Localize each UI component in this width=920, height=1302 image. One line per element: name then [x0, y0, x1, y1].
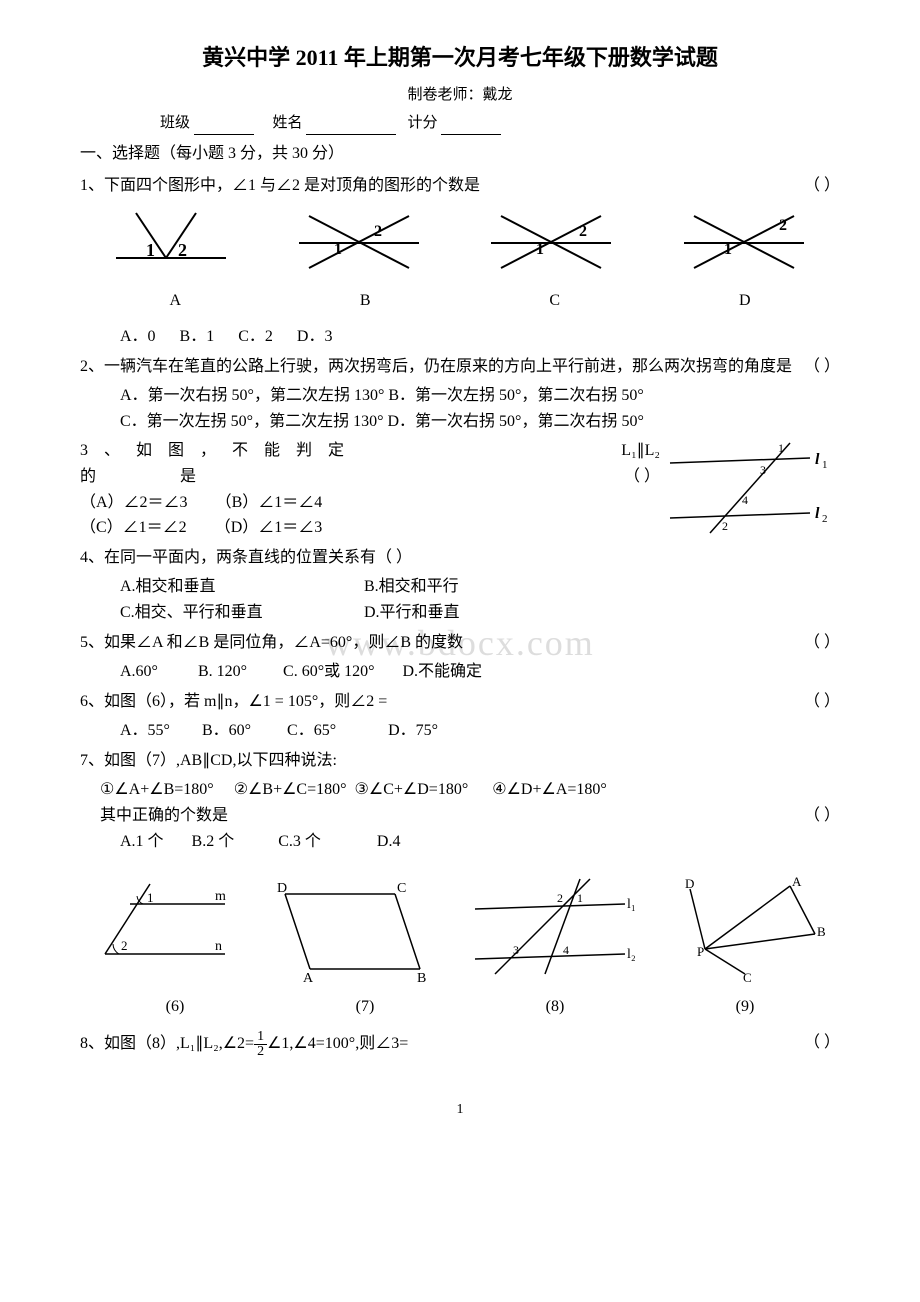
question-2: 2、一辆汽车在笔直的公路上行驶，两次拐弯后，仍在原来的方向上平行前进，那么两次拐… — [80, 354, 840, 380]
q6-paren: （ ） — [804, 689, 840, 715]
question-4: 4、在同一平面内，两条直线的位置关系有（ ） — [80, 545, 840, 571]
q7-line3: 其中正确的个数是 （ ） — [80, 803, 840, 829]
name-label: 姓名 — [273, 115, 303, 131]
svg-text:A: A — [303, 971, 314, 984]
svg-text:1: 1 — [778, 441, 784, 455]
question-8: 8、如图（8）,L₁∥L₂,∠2=12∠1,∠4=100°,则∠3= （ ） — [80, 1030, 840, 1059]
q2-text: 2、一辆汽车在笔直的公路上行驶，两次拐弯后，仍在原来的方向上平行前进，那么两次拐… — [80, 358, 792, 375]
fig-8: 2 1 3 4 l₁ l₂ — [465, 874, 645, 984]
svg-text:A: A — [792, 874, 802, 889]
svg-text:1: 1 — [577, 891, 583, 905]
svg-text:2: 2 — [374, 223, 382, 240]
score-label: 计分 — [408, 115, 438, 131]
question-6: 6、如图（6），若 m∥n，∠1 = 105°，则∠2 = （ ） — [80, 689, 840, 715]
svg-text:2: 2 — [121, 938, 128, 953]
q1-fig-b: 1 2 — [289, 208, 429, 278]
svg-text:B: B — [817, 924, 825, 939]
question-3: 3 、 如 图 ， 不 能 判 定 L₁∥L₂ 的 是 （ ） （A）∠2＝∠3… — [80, 438, 840, 540]
q5-text: 5、如果∠A 和∠B 是同位角，∠A=60°，则∠B 的度数 — [80, 634, 463, 651]
q1-options: A．0 B．1 C．2 D．3 — [80, 324, 840, 350]
q5-paren: （ ） — [804, 630, 840, 656]
svg-text:n: n — [215, 939, 222, 954]
svg-text:m: m — [215, 889, 226, 904]
q3-paren: （ ） — [624, 464, 660, 490]
svg-text:2: 2 — [579, 223, 587, 240]
q6-text: 6、如图（6），若 m∥n，∠1 = 105°，则∠2 = — [80, 693, 387, 710]
svg-text:1: 1 — [334, 241, 342, 258]
q1-fig-labels: A B C D — [80, 288, 840, 314]
figures-6-9: 1 2 m n D C A B 2 1 3 4 l₁ l₂ D A B P C — [80, 874, 840, 984]
svg-text:3: 3 — [760, 463, 766, 477]
svg-text:1: 1 — [724, 241, 732, 258]
q7-options: A.1 个 B.2 个 C.3 个 D.4 — [80, 829, 840, 855]
q2-options: A．第一次右拐 50°，第二次左拐 130° B．第一次左拐 50°，第二次右拐… — [80, 383, 840, 434]
q1-text: 1、下面四个图形中，∠1 与∠2 是对顶角的图形的个数是 — [80, 177, 480, 194]
student-info: 班级 姓名 计分 — [80, 111, 840, 135]
q1-paren: （ ） — [804, 173, 840, 199]
svg-text:C: C — [743, 970, 752, 984]
svg-text:2: 2 — [557, 891, 563, 905]
q7-line2: ①∠A+∠B=180° ②∠B+∠C=180° ③∠C+∠D=180° ④∠D+… — [80, 777, 840, 803]
q7-paren: （ ） — [804, 803, 840, 829]
fraction-half: 12 — [254, 1030, 267, 1059]
q1-fig-a: 1 2 — [106, 208, 236, 278]
q5-options: A.60° B. 120° C. 60°或 120° D.不能确定 — [80, 659, 840, 685]
svg-text:l: l — [815, 505, 820, 522]
svg-text:l₂: l₂ — [627, 947, 636, 962]
fig-7: D C A B — [265, 874, 435, 984]
q2-paren: （ ） — [804, 354, 840, 380]
q3-figure: 1 3 4 2 l1 l2 — [660, 438, 840, 538]
q1-fig-d: 1 2 — [674, 208, 814, 278]
svg-text:2: 2 — [822, 513, 828, 525]
svg-text:l: l — [815, 451, 820, 468]
svg-text:4: 4 — [742, 493, 748, 507]
svg-text:1: 1 — [146, 240, 155, 260]
question-1: 1、下面四个图形中，∠1 与∠2 是对顶角的图形的个数是 （ ） — [80, 173, 840, 199]
q8-paren: （ ） — [804, 1030, 840, 1056]
svg-text:C: C — [397, 881, 406, 896]
svg-text:P: P — [697, 944, 704, 959]
exam-title: 黄兴中学 2011 年上期第一次月考七年级下册数学试题 — [80, 40, 840, 75]
question-7: 7、如图（7）,AB∥CD,以下四种说法: — [80, 748, 840, 774]
svg-text:B: B — [417, 971, 426, 984]
section-heading: 一、选择题（每小题 3 分，共 30 分） — [80, 141, 840, 167]
q7-text: 7、如图（7）,AB∥CD,以下四种说法: — [80, 752, 337, 769]
svg-text:1: 1 — [147, 890, 154, 905]
svg-text:D: D — [685, 876, 694, 891]
svg-text:2: 2 — [722, 519, 728, 533]
q8-text-b: ∠1,∠4=100°,则∠3= — [267, 1035, 408, 1052]
svg-text:1: 1 — [536, 241, 544, 258]
svg-text:D: D — [277, 881, 287, 896]
q6-options: A．55° B．60° C．65° D．75° — [80, 718, 840, 744]
q3-cond: L₁∥L₂ — [621, 438, 660, 464]
q1-fig-c: 1 2 — [481, 208, 621, 278]
svg-text:2: 2 — [779, 217, 787, 234]
class-label: 班级 — [160, 115, 190, 131]
svg-text:l₁: l₁ — [627, 897, 636, 912]
svg-text:4: 4 — [563, 943, 569, 957]
exam-subtitle: 制卷老师：戴龙 — [80, 83, 840, 107]
fig-labels-6-9: (6) (7) (8) (9) — [80, 994, 840, 1020]
fig-9: D A B P C — [675, 874, 825, 984]
q3-text2: 的 是 — [80, 468, 236, 485]
fig-6: 1 2 m n — [95, 874, 235, 984]
svg-text:1: 1 — [822, 459, 828, 471]
svg-text:2: 2 — [178, 240, 187, 260]
question-5: 5、如果∠A 和∠B 是同位角，∠A=60°，则∠B 的度数 （ ） — [80, 630, 840, 656]
q1-figures: 1 2 1 2 1 2 1 2 — [80, 208, 840, 278]
q8-text-a: 8、如图（8）,L₁∥L₂,∠2= — [80, 1035, 254, 1052]
page-number: 1 — [80, 1099, 840, 1121]
q4-options: A.相交和垂直 B.相交和平行 C.相交、平行和垂直 D.平行和垂直 — [80, 574, 840, 625]
q3-text: 3 、 如 图 ， 不 能 判 定 — [80, 442, 350, 459]
svg-text:3: 3 — [513, 943, 519, 957]
